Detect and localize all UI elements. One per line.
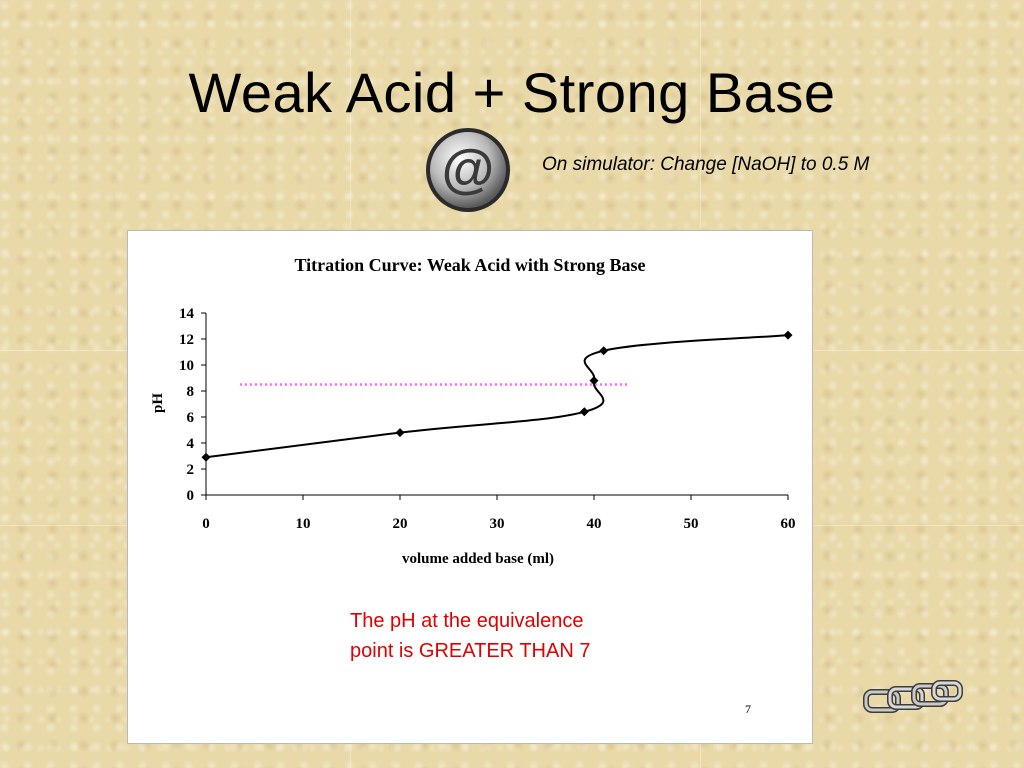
x-tick-label: 0 xyxy=(202,516,210,532)
y-tick-label: 10 xyxy=(179,358,194,374)
x-ticks: 0 10 20 30 40 50 60 xyxy=(202,495,796,532)
chain-link-icon[interactable] xyxy=(860,680,966,720)
x-tick-label: 20 xyxy=(393,516,408,532)
data-point xyxy=(599,346,609,356)
slide-number: 7 xyxy=(745,702,751,716)
y-tick-label: 14 xyxy=(179,306,195,322)
x-tick-label: 60 xyxy=(781,516,796,532)
y-ticks: 0 2 4 6 8 10 12 14 xyxy=(179,306,206,504)
equivalence-note: The pH at the equivalence point is GREAT… xyxy=(350,606,680,666)
data-point xyxy=(579,407,589,417)
data-point xyxy=(589,376,599,386)
data-point xyxy=(395,428,405,438)
y-tick-label: 0 xyxy=(187,488,195,504)
x-tick-label: 40 xyxy=(587,516,602,532)
y-tick-label: 8 xyxy=(187,384,195,400)
data-point xyxy=(783,330,793,340)
x-tick-label: 10 xyxy=(296,516,311,532)
note-line-1: The pH at the equivalence xyxy=(350,610,584,632)
x-axis-label: volume added base (ml) xyxy=(402,551,554,567)
y-tick-label: 6 xyxy=(187,410,195,426)
titration-chart: Titration Curve: Weak Acid with Strong B… xyxy=(150,255,796,567)
chart-title: Titration Curve: Weak Acid with Strong B… xyxy=(294,255,645,275)
note-line-2: point is GREATER THAN 7 xyxy=(350,640,591,662)
y-tick-label: 2 xyxy=(187,462,195,478)
y-axis-label: pH xyxy=(150,393,166,413)
data-point xyxy=(201,452,211,462)
x-tick-label: 30 xyxy=(490,516,505,532)
titration-curve-line xyxy=(205,334,789,459)
slide-title: Weak Acid + Strong Base xyxy=(188,61,836,124)
y-tick-label: 4 xyxy=(187,436,195,452)
chart-panel: Titration Curve: Weak Acid with Strong B… xyxy=(127,230,813,744)
x-tick-label: 50 xyxy=(684,516,699,532)
data-points xyxy=(201,330,793,462)
at-sign-icon: @ xyxy=(426,128,510,212)
y-tick-label: 12 xyxy=(179,332,194,348)
svg-text:@: @ xyxy=(442,139,495,199)
simulator-note: On simulator: Change [NaOH] to 0.5 M xyxy=(542,154,870,175)
